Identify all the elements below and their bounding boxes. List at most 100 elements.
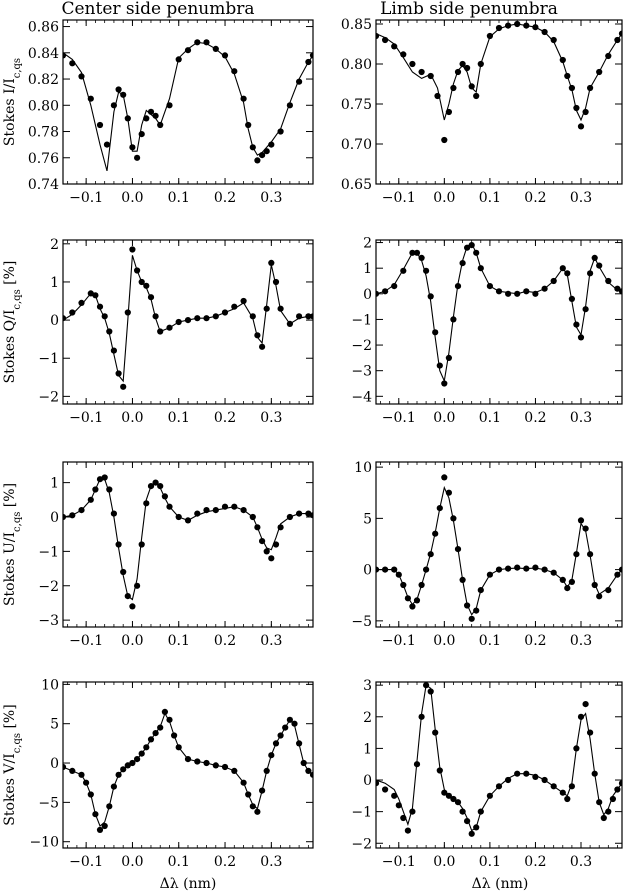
data-point [559,265,566,272]
data-point [614,786,621,793]
data-point [404,827,411,834]
data-point [568,84,576,92]
data-point [147,736,155,743]
data-point [445,108,452,116]
data-point [240,95,247,102]
data-point [376,780,380,787]
data-point [568,295,576,302]
data-point [245,791,252,798]
x-tick-label: 0.0 [121,410,143,426]
y-tick-label: −5 [351,614,372,630]
data-point [296,510,303,517]
x-tick-label: 0.1 [479,633,501,649]
data-point [400,581,407,589]
y-axis-label-main: Stokes Q/I [2,310,18,384]
data-point [171,732,178,739]
y-tick-label: 5 [50,717,59,733]
data-point [618,288,622,295]
data-point [272,278,280,286]
data-point [376,32,380,40]
data-point [254,332,261,339]
x-tick-label: 0.1 [168,854,190,870]
data-point [115,86,122,93]
data-point [436,505,443,512]
data-point [69,767,76,775]
data-point [69,60,76,67]
data-point [106,486,113,493]
fit-line [376,23,622,122]
data-point [423,682,430,689]
data-point [587,270,594,277]
data-point [454,68,462,76]
data-point [541,566,548,573]
data-point [115,370,122,377]
data-point [166,324,173,331]
x-tick-label: 0.1 [479,854,501,870]
data-point [445,354,452,361]
data-point [459,576,466,584]
data-point [231,503,238,510]
y-tick-label: −4 [351,389,372,405]
data-point [120,766,127,773]
data-point [400,267,407,274]
data-point [272,541,280,548]
x-tick-label: 0.3 [260,633,282,649]
data-point [591,254,598,261]
data-point [413,597,421,604]
data-point [486,571,493,578]
data-point [138,750,145,757]
data-point [400,814,407,822]
y-tick-label: 0 [363,563,372,579]
data-point [78,73,85,80]
x-tick-label: 0.0 [121,633,143,649]
data-point [382,288,389,295]
data-point [582,108,589,116]
data-point [268,259,275,266]
data-point [459,260,466,267]
data-point [87,791,94,798]
data-point [78,507,85,514]
y-tick-label: 10 [354,460,372,476]
y-tick-label: 0 [363,773,372,789]
data-point [152,479,159,486]
plot-frame [62,681,314,849]
data-point [184,517,192,524]
data-point [450,515,457,522]
data-point [541,28,548,36]
data-point [184,756,192,763]
data-point [445,792,452,799]
data-point [231,68,238,75]
y-tick-label: 1 [50,275,59,291]
y-tick-label: 0.76 [28,151,59,167]
x-tick-label: 0.2 [214,633,236,649]
data-point [495,566,503,573]
y-tick-label: 0 [50,313,59,329]
data-point [120,568,127,576]
panel-0-1: −0.1 0.0 0.1 0.2 0.3 0.65 0.70 0.75 0.80 0.85 [341,17,623,206]
data-point [486,32,493,40]
data-point [618,780,622,787]
data-point [591,581,598,589]
data-point [240,297,247,305]
data-point [382,566,389,573]
data-point [63,763,67,771]
data-point [268,555,275,562]
data-point [477,587,484,594]
data-point [245,121,252,129]
data-point [376,290,380,297]
data-point [550,277,557,285]
x-tick-label: 0.3 [260,190,282,206]
x-tick-label: 0.2 [214,854,236,870]
data-point [605,808,612,815]
data-point [573,104,580,112]
data-point [120,91,127,98]
plot-frame [62,19,314,185]
y-tick-label: −10 [29,835,59,851]
data-point [587,84,594,92]
panel-2-1: −0.1 0.0 0.1 0.2 0.3 −5 0 5 10 [351,460,623,649]
y-tick-label: 0.85 [341,17,372,33]
data-point [505,776,512,784]
y-axis-label-sub: c,qs [12,733,23,753]
data-point [175,56,182,63]
data-point [249,803,256,810]
